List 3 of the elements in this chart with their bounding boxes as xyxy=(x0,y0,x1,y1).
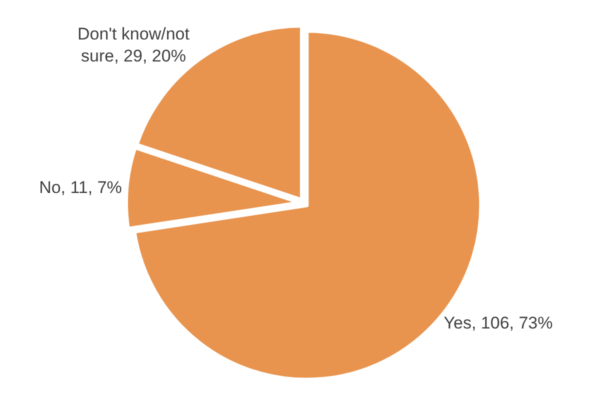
slice-label: No, 11, 7% xyxy=(39,178,122,198)
slice-label: Don't know/not sure, 29, 20% xyxy=(78,24,190,66)
slice-label: Yes, 106, 73% xyxy=(444,314,553,333)
